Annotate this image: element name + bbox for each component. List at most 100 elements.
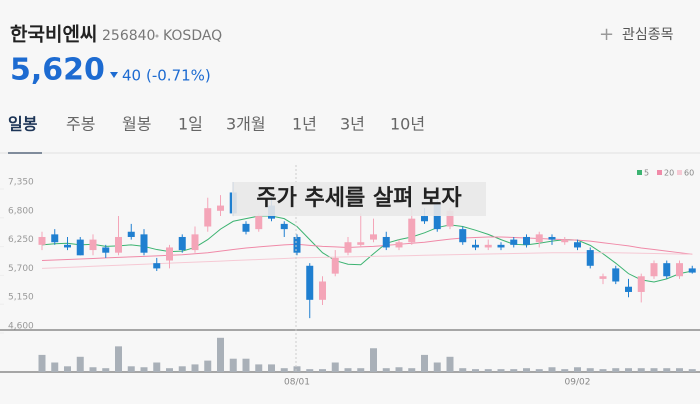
legend-swatch [637, 170, 642, 175]
overlay-text: 주가 추세를 살펴 보자 [256, 186, 462, 211]
legend-label: 20 [664, 169, 674, 178]
volume-bar [102, 368, 110, 372]
change-pct: (-0.71%) [146, 67, 211, 85]
candle-body [484, 244, 492, 248]
stock-code: 256840 [102, 28, 155, 44]
candle-body [38, 236, 46, 245]
candle-body [280, 223, 288, 230]
volume-bar [510, 369, 518, 372]
candle-body [472, 244, 479, 248]
volume-bar [535, 369, 543, 372]
candle-body [331, 257, 339, 274]
candle-body [676, 263, 683, 277]
candle-body [637, 276, 645, 292]
volume-bar [484, 369, 492, 372]
volume-bar [574, 367, 581, 372]
volume-bar [561, 369, 569, 372]
candle-body [586, 250, 594, 266]
candle-body [115, 236, 122, 253]
volume-bar [663, 368, 671, 372]
market: KOSDAQ [163, 28, 222, 44]
candle-body [497, 244, 505, 248]
candle-body [319, 281, 326, 300]
legend-swatch [657, 170, 662, 175]
volume-bar [421, 354, 428, 372]
tab[interactable]: 3년 [340, 115, 365, 134]
volume-bar [319, 369, 326, 372]
candle-body [293, 236, 301, 253]
volume-bar [446, 356, 454, 372]
candle-body [625, 286, 632, 292]
y-tick-label: 6,800 [8, 206, 34, 216]
chart: 4,600 5,150 5,700 6,250 6,800 7,350 5 20 60 08/01… [0, 152, 700, 388]
tab[interactable]: 10년 [390, 115, 425, 134]
tab[interactable]: 1년 [292, 115, 317, 134]
down-arrow [110, 72, 118, 78]
candle-body [548, 236, 556, 240]
volume-bar [268, 364, 275, 372]
watch-button[interactable]: + 관심종목 [599, 24, 674, 45]
legend-label: 60 [684, 169, 694, 178]
volume-bar [127, 366, 135, 372]
tab[interactable]: 3개월 [226, 115, 266, 134]
stock-name: 한국비엔씨 [10, 24, 97, 46]
volume-bar [153, 362, 161, 372]
tab[interactable]: 1일 [178, 115, 203, 134]
x-tick-label: 09/02 [565, 378, 591, 388]
volume-bar [217, 337, 224, 372]
volume-bar [370, 348, 377, 372]
ma-line [41, 236, 693, 262]
candle-body [102, 247, 110, 253]
candle-body [395, 242, 403, 248]
candle-body [650, 263, 658, 277]
y-tick-label: 5,700 [8, 264, 34, 274]
candle-body [344, 242, 352, 253]
candle-body [688, 268, 696, 273]
candle-body [357, 242, 365, 245]
volume-bar [676, 368, 683, 372]
candle-body [612, 268, 620, 282]
candle-body [153, 263, 161, 269]
candle-body [127, 231, 135, 237]
separator [155, 34, 159, 38]
volume-bar [331, 362, 339, 372]
tab[interactable]: 월봉 [122, 115, 151, 134]
tab[interactable]: 주봉 [66, 115, 95, 134]
volume-bar [612, 368, 620, 372]
volume-bar [688, 369, 696, 372]
candle-body [204, 208, 212, 227]
candle-body [89, 239, 97, 251]
tab[interactable]: 일봉 [8, 115, 38, 134]
volume-bar [293, 366, 301, 372]
candle-body [217, 205, 224, 211]
volume-bar [140, 367, 148, 372]
volume-bar [76, 356, 84, 372]
candle-body [370, 234, 377, 240]
y-tick-label: 7,350 [8, 178, 34, 188]
volume-bar [166, 368, 173, 372]
change: 40 [122, 67, 141, 85]
candle-body [523, 236, 530, 245]
volume-bar [229, 358, 237, 372]
volume-bar [548, 367, 556, 372]
y-tick-label: 6,250 [8, 235, 34, 245]
price: 5,620 [10, 53, 105, 88]
candle-body [574, 242, 581, 248]
watch-label: 관심종목 [622, 27, 674, 43]
legend-label: 5 [644, 169, 649, 178]
volume-bar [523, 368, 530, 372]
volume-bar [637, 368, 645, 372]
candle-body [64, 244, 71, 248]
candle-body [76, 239, 84, 256]
volume-bar [178, 366, 186, 372]
x-tick-label: 08/01 [284, 378, 310, 388]
volume-bar [255, 364, 263, 372]
legend-swatch [677, 170, 682, 175]
candle-body [433, 202, 441, 230]
volume-bar [497, 369, 505, 372]
y-tick-label: 4,600 [8, 322, 34, 332]
overlay-box [232, 182, 486, 216]
plus-icon: + [599, 24, 614, 45]
